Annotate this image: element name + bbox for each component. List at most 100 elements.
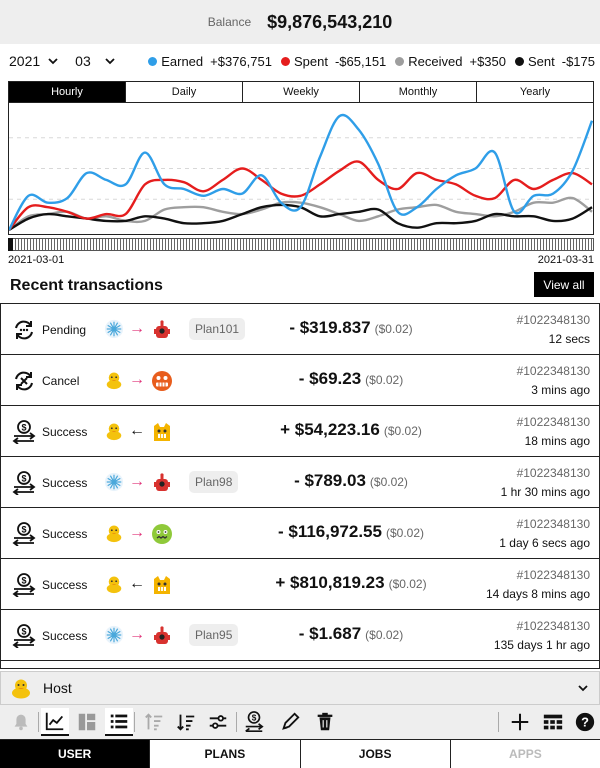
legend-dot [515,56,524,66]
tab-daily[interactable]: Daily [126,82,243,102]
transaction-list: Pending → Plan101- $319.837 ($0.02) #1022348… [0,303,600,669]
cat-icon [151,421,173,443]
bottom-nav: USER PLANS JOBS APPS [0,739,600,768]
transaction-amount: - $1.687 ($0.02) [231,624,471,644]
dashboard-icon[interactable] [73,708,101,736]
transaction-row[interactable]: $ Success → - $116,972.55 ($0.02) #1022348130… [1,508,599,559]
money-transfer-icon: $ [12,471,36,496]
transaction-id[interactable]: #1022348130 [516,415,590,429]
amount-value: - $116,972.55 [277,522,382,541]
transaction-time: 18 mins ago [524,434,590,448]
plus-icon[interactable] [506,708,534,736]
tab-yearly[interactable]: Yearly [477,82,593,102]
range-dates: 2021-03-01 2021-03-31 [8,254,594,266]
sort-asc-icon[interactable] [140,708,168,736]
transaction-row[interactable]: $ Success ← + $810,819.23 ($0.02) #1022348130… [1,559,599,610]
legend-value: +$376,751 [210,53,272,69]
year-value: 2021 [9,53,41,69]
legend-dot [280,56,290,66]
sort-desc-icon[interactable] [172,708,200,736]
transaction-amount: - $69.23 ($0.02) [231,369,471,389]
transaction-id[interactable]: #1022348130 [516,313,590,327]
money-transfer-icon: $ [12,624,36,649]
nav-jobs[interactable]: JOBS [300,740,451,768]
pencil-icon[interactable] [276,708,304,736]
legend-item[interactable]: Received +$350 [395,54,506,69]
chart-legend: Earned +$376,751 Spent -$65,151 Received +$35… [148,54,600,69]
legend-item[interactable]: Earned +$376,751 [148,54,272,69]
transaction-id[interactable]: #1022348130 [516,568,590,582]
duck-icon [104,370,124,390]
duck-icon [104,523,124,543]
amount-fee: ($0.02) [369,475,408,489]
transaction-row[interactable]: Pending → Plan101- $319.837 ($0.02) #1022348… [1,304,599,355]
help-icon[interactable]: ? [571,708,599,736]
toolbar-separator [498,712,499,732]
tab-weekly[interactable]: Weekly [243,82,360,102]
transaction-row[interactable]: $ Success → Plan95- $1.687 ($0.02) #102234813… [1,610,599,661]
svg-text:$: $ [21,627,26,637]
plan-badge[interactable]: Plan98 [189,471,239,493]
legend-value: -$65,151 [334,53,387,69]
range-start: 2021-03-01 [8,254,65,266]
svg-text:$: $ [21,576,26,586]
amount-value: - $319.837 [289,318,371,337]
grimace-icon [151,370,173,392]
amount-fee: ($0.02) [374,322,413,336]
transaction-status: Cancel [42,374,80,388]
arrow-left-icon: ← [129,422,145,439]
legend-name: Spent [293,53,328,69]
transaction-row[interactable]: Cancel → - $69.23 ($0.02) #1022348130 3 mins … [1,355,599,406]
toolbar-separator [134,712,135,732]
transaction-id[interactable]: #1022348130 [516,466,590,480]
nav-apps: APPS [450,740,600,768]
money-transfer-icon[interactable]: $ [240,708,268,736]
transaction-amount: - $116,972.55 ($0.02) [231,522,471,542]
sliders-icon[interactable] [204,708,232,736]
trash-icon[interactable] [311,708,339,736]
robot-icon [151,472,173,494]
transaction-status: Success [42,476,88,490]
transaction-amount: + $810,819.23 ($0.02) [231,573,471,593]
legend-name: Earned [161,53,204,69]
svg-text:$: $ [21,423,26,433]
transaction-amount: - $789.03 ($0.02) [231,471,471,491]
transaction-id[interactable]: #1022348130 [516,517,590,531]
amount-value: + $54,223.16 [280,420,380,439]
transaction-status: Success [42,629,88,643]
cancel-icon [12,369,36,393]
period-tabs: Hourly Daily Weekly Monthly Yearly [8,81,594,103]
legend-item[interactable]: Spent -$65,151 [280,53,387,69]
money-transfer-icon: $ [12,573,36,598]
grid-icon[interactable] [539,708,567,736]
toolbar-separator [38,712,39,732]
transaction-id[interactable]: #1022348130 [516,364,590,378]
host-selector[interactable]: Host [0,671,600,705]
plan-badge[interactable]: Plan101 [189,318,246,340]
year-select[interactable]: 2021 [9,53,58,69]
nav-plans[interactable]: PLANS [150,740,301,768]
range-scrubber[interactable] [8,238,594,251]
transaction-time: 1 hr 30 mins ago [500,485,590,499]
transaction-id[interactable]: #1022348130 [516,619,590,633]
legend-item[interactable]: Sent -$175 [515,54,595,69]
view-all-button[interactable]: View all [534,272,594,297]
money-transfer-icon: $ [12,522,36,547]
list-icon[interactable] [105,708,133,736]
tab-monthly[interactable]: Monthly [360,82,477,102]
robot-icon [151,319,173,341]
nav-user[interactable]: USER [0,740,151,768]
plan-badge[interactable]: Plan95 [189,624,239,646]
line-chart [7,103,594,235]
svg-text:$: $ [21,525,26,535]
transaction-row[interactable]: $ Success → Plan98- $789.03 ($0.02) #10223481… [1,457,599,508]
arrow-right-icon: → [129,626,145,643]
legend-name: Sent [528,53,555,69]
line-chart-icon[interactable] [41,708,69,736]
month-select[interactable]: 03 [75,53,115,69]
zombie-icon [151,523,173,545]
tab-hourly[interactable]: Hourly [9,82,126,102]
transaction-row[interactable]: $ Success ← + $54,223.16 ($0.02) #1022348130 1… [1,406,599,457]
range-handle[interactable] [8,238,13,251]
